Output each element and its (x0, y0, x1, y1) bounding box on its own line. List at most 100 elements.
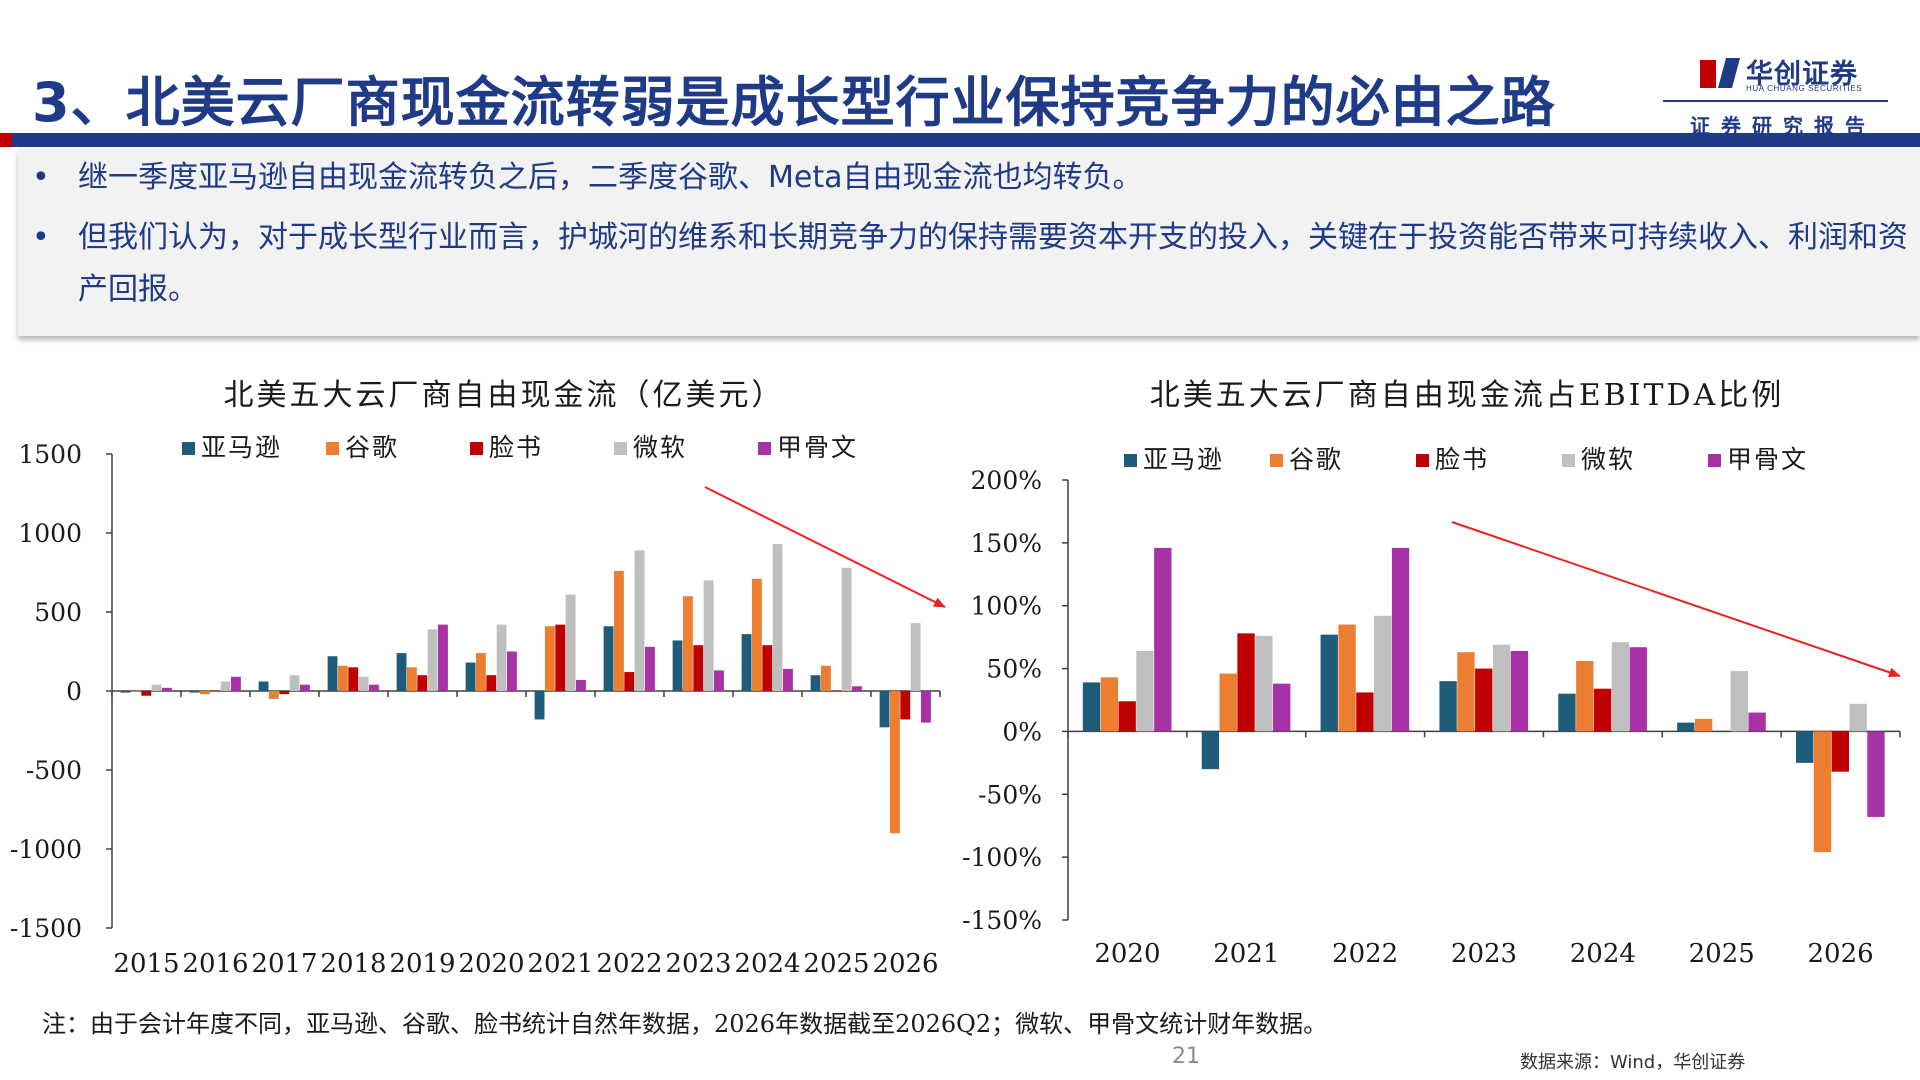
x-tick-label: 2023 (665, 949, 731, 979)
legend-swatch-meta (470, 442, 483, 455)
x-tick-label: 2020 (1094, 939, 1160, 969)
legend-label-meta: 脸书 (1435, 445, 1489, 474)
bar-meta-2017 (279, 691, 290, 695)
bar-google-2026 (889, 691, 900, 834)
bar-meta-2025 (1712, 731, 1731, 732)
legend-label-amazon: 亚马逊 (201, 433, 282, 462)
trend-arrow-right (1451, 521, 1901, 678)
y-tick-label: 150% (971, 529, 1042, 558)
bar-oracle-2021 (1273, 683, 1291, 732)
bar-google-2020 (1100, 677, 1119, 732)
y-tick-label: -1000 (10, 835, 82, 864)
bar-microsoft-2021 (1255, 635, 1273, 732)
bar-google-2024 (1576, 661, 1594, 732)
bar-meta-2024 (762, 645, 773, 691)
x-tick-label: 2015 (113, 949, 179, 979)
bar-meta-2016 (210, 691, 221, 692)
bar-amazon-2017 (258, 681, 269, 691)
bar-meta-2020 (1118, 701, 1136, 732)
y-tick-label: 0% (1002, 717, 1042, 746)
bar-amazon-2021 (534, 691, 545, 720)
x-tick-label: 2026 (1807, 939, 1873, 969)
bar-meta-2023 (1475, 668, 1493, 732)
bar-microsoft-2023 (1492, 644, 1511, 732)
bar-meta-2021 (555, 624, 566, 691)
bar-microsoft-2025 (1730, 671, 1748, 732)
bar-microsoft-2020 (496, 624, 507, 691)
bar-google-2022 (613, 570, 624, 691)
x-tick-label: 2025 (803, 949, 869, 979)
x-tick-label: 2022 (596, 949, 662, 979)
bar-microsoft-2025 (841, 567, 852, 691)
bar-microsoft-2026 (910, 623, 921, 691)
bar-google-2019 (406, 667, 417, 691)
y-tick-label: -1500 (10, 914, 82, 943)
x-tick-label: 2021 (1213, 939, 1279, 969)
y-tick-label: -50% (978, 780, 1042, 809)
legend-swatch-amazon (1124, 454, 1137, 467)
bar-meta-2026 (1831, 731, 1849, 772)
legend-swatch-google (326, 442, 339, 455)
bar-microsoft-2023 (703, 580, 714, 691)
bullet-dot: • (32, 220, 50, 255)
company-logo: 华创证券 HUA CHUANG SECURITIES (1666, 52, 1896, 93)
bar-oracle-2017 (300, 684, 310, 691)
page-number: 21 (1172, 1044, 1200, 1069)
x-tick-label: 2021 (527, 949, 593, 979)
bar-google-2020 (475, 653, 486, 691)
bar-microsoft-2019 (427, 629, 438, 691)
bar-oracle-2020 (1154, 547, 1172, 732)
bar-amazon-2018 (327, 656, 338, 691)
bar-oracle-2016 (231, 676, 241, 691)
bar-amazon-2023 (672, 640, 683, 691)
bar-amazon-2026 (879, 691, 890, 728)
logo-text-en: HUA CHUANG SECURITIES (1746, 84, 1863, 93)
legend-swatch-oracle (1708, 454, 1721, 467)
bar-google-2026 (1813, 731, 1832, 853)
y-tick-label: 100% (971, 592, 1042, 621)
page-title: 3、北美云厂商现金流转弱是成长型行业保持竞争力的必由之路 (32, 71, 1556, 134)
bar-amazon-2015 (120, 691, 131, 693)
bar-oracle-2023 (714, 670, 724, 691)
bar-google-2021 (1219, 673, 1237, 732)
legend-label-google: 谷歌 (1289, 445, 1343, 474)
logo-underline (1663, 100, 1888, 102)
bar-oracle-2015 (162, 687, 172, 691)
bullet-dot: • (32, 160, 50, 195)
bar-meta-2025 (831, 691, 842, 692)
x-tick-label: 2020 (458, 949, 524, 979)
bar-oracle-2023 (1510, 650, 1529, 732)
summary-box: • 继一季度亚马逊自由现金流转负之后，二季度谷歌、Meta自由现金流也均转负。 … (18, 148, 1920, 336)
bar-google-2022 (1338, 624, 1356, 732)
chart-title: 北美五大云厂商自由现金流（亿美元） (224, 378, 785, 413)
bar-meta-2019 (417, 675, 428, 691)
bar-meta-2023 (693, 645, 704, 691)
logo-text-cn: 华创证券 (1746, 59, 1858, 90)
bar-microsoft-2026 (1849, 703, 1867, 732)
bar-google-2017 (268, 691, 279, 699)
x-tick-label: 2019 (389, 949, 455, 979)
bar-oracle-2022 (645, 646, 655, 691)
x-tick-label: 2022 (1332, 939, 1398, 969)
y-tick-label: 50% (986, 655, 1042, 684)
bar-oracle-2024 (1629, 647, 1647, 732)
legend-label-google: 谷歌 (345, 433, 399, 462)
footnote: 注：由于会计年度不同，亚马逊、谷歌、脸书统计自然年数据，2026年数据截至202… (42, 1010, 1328, 1038)
y-tick-label: 500 (34, 598, 82, 627)
y-tick-label: 200% (971, 466, 1042, 495)
bar-google-2016 (199, 691, 210, 695)
legend-label-meta: 脸书 (489, 433, 543, 462)
legend-swatch-meta (1416, 454, 1429, 467)
y-tick-label: 1000 (18, 519, 82, 548)
y-tick-label: 1500 (18, 440, 82, 469)
legend-label-amazon: 亚马逊 (1143, 445, 1224, 474)
bar-google-2023 (682, 596, 693, 691)
bar-oracle-2026 (1867, 731, 1885, 817)
bar-meta-2024 (1593, 688, 1612, 732)
bar-meta-2021 (1237, 633, 1255, 732)
bar-microsoft-2018 (358, 676, 369, 691)
bar-microsoft-2021 (565, 594, 576, 691)
bar-amazon-2024 (741, 634, 752, 691)
title-divider-accent (0, 133, 12, 147)
